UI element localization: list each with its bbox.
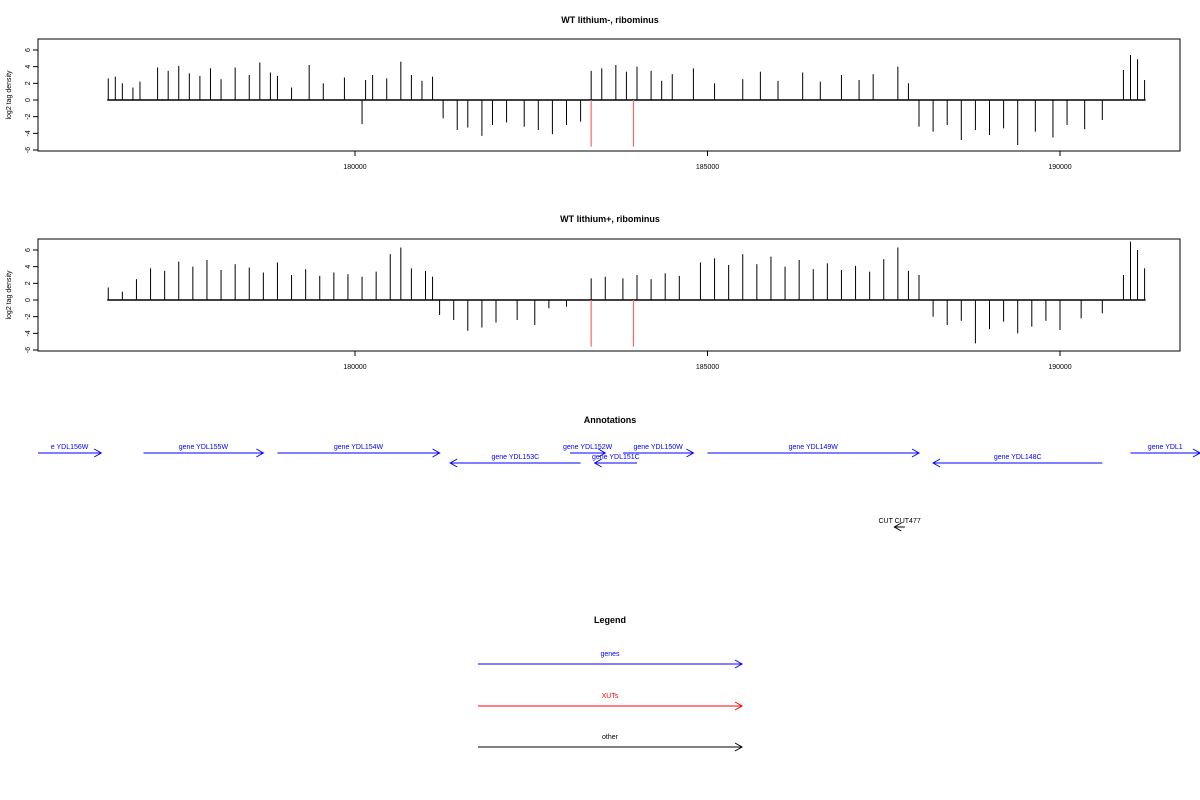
gene-label: gene YDL152W <box>563 444 613 451</box>
gene-label: e YDL156W <box>51 444 89 451</box>
y-axis-label: log2 tag density <box>6 270 13 320</box>
legend-arrow <box>478 659 744 669</box>
track-panel-lithium-plus: WT lithium+, ribominus log2 tag density … <box>6 214 1181 371</box>
y-tick-label: 2 <box>25 81 32 85</box>
x-axis: 180000 185000 190000 <box>343 151 1072 171</box>
y-tick-label: 6 <box>25 248 32 252</box>
y-tick-label: -4 <box>25 130 32 136</box>
gene-label: gene YDL154W <box>334 444 384 451</box>
gene-arrow <box>449 458 581 468</box>
y-axis-label: log2 tag density <box>6 70 13 120</box>
other-arrow <box>893 522 905 532</box>
legend-arrow <box>478 701 744 711</box>
y-tick-label: 4 <box>25 65 32 69</box>
other-label: CUT CUT477 <box>878 518 920 525</box>
legend-items: genes XUTs other <box>478 651 744 752</box>
gene-label: gene YDL1 <box>1148 444 1183 451</box>
x-tick-label: 185000 <box>696 164 719 171</box>
gene-label: gene YDL150W <box>634 444 684 451</box>
annotations-title: Annotations <box>584 415 637 425</box>
panel-title: WT lithium+, ribominus <box>560 214 660 224</box>
density-bars <box>107 55 1146 145</box>
x-tick-label: 190000 <box>1048 364 1071 371</box>
gene-label: gene YDL151C <box>592 454 640 461</box>
y-tick-label: -2 <box>25 313 32 319</box>
x-tick-label: 180000 <box>343 164 366 171</box>
y-axis: -6 -4 -2 0 2 4 6 <box>25 48 39 153</box>
annotations-track: Annotations e YDL156W gene YDL155W gene YD… <box>38 415 1200 532</box>
y-tick-label: 0 <box>25 98 32 102</box>
gene-arrow <box>622 448 695 458</box>
y-tick-label: 6 <box>25 48 32 52</box>
gene-label: gene YDL149W <box>789 444 839 451</box>
y-tick-label: 0 <box>25 298 32 302</box>
gene-arrow <box>38 448 103 458</box>
legend-label: XUTs <box>602 693 619 700</box>
y-tick-label: -6 <box>25 147 32 153</box>
x-tick-label: 185000 <box>696 364 719 371</box>
legend-label: other <box>602 734 619 741</box>
panel-title: WT lithium-, ribominus <box>561 15 659 25</box>
gene-arrow <box>593 458 637 468</box>
y-tick-label: -6 <box>25 347 32 353</box>
y-tick-label: 2 <box>25 281 32 285</box>
gene-arrow <box>143 448 265 458</box>
gene-arrow <box>932 458 1103 468</box>
gene-arrow <box>1130 448 1200 458</box>
gene-arrow <box>707 448 921 458</box>
x-tick-label: 190000 <box>1048 164 1071 171</box>
legend: Legend genes XUTs other <box>478 615 744 752</box>
gene-annotations: e YDL156W gene YDL155W gene YDL154W gene YD… <box>38 444 1200 468</box>
xut-markers <box>590 300 635 347</box>
x-axis: 180000 185000 190000 <box>343 351 1072 371</box>
gene-arrow <box>277 448 441 458</box>
gene-label: gene YDL153C <box>492 454 540 461</box>
xut-markers <box>590 100 635 147</box>
track-panel-lithium-minus: WT lithium-, ribominus log2 tag density … <box>6 15 1181 171</box>
legend-label: genes <box>600 651 620 658</box>
plot-frame <box>37 238 1181 352</box>
legend-title: Legend <box>594 615 626 625</box>
density-bars <box>107 241 1146 344</box>
y-tick-label: -2 <box>25 113 32 119</box>
legend-arrow <box>478 742 744 752</box>
x-tick-label: 180000 <box>343 364 366 371</box>
other-annotations: CUT CUT477 <box>878 518 921 532</box>
plot-frame <box>37 38 1181 152</box>
y-tick-label: -4 <box>25 330 32 336</box>
gene-arrow <box>570 448 607 458</box>
y-tick-label: 4 <box>25 265 32 269</box>
y-axis: -6 -4 -2 0 2 4 6 <box>25 248 39 353</box>
gene-label: gene YDL148C <box>994 454 1042 461</box>
gene-label: gene YDL155W <box>179 444 229 451</box>
